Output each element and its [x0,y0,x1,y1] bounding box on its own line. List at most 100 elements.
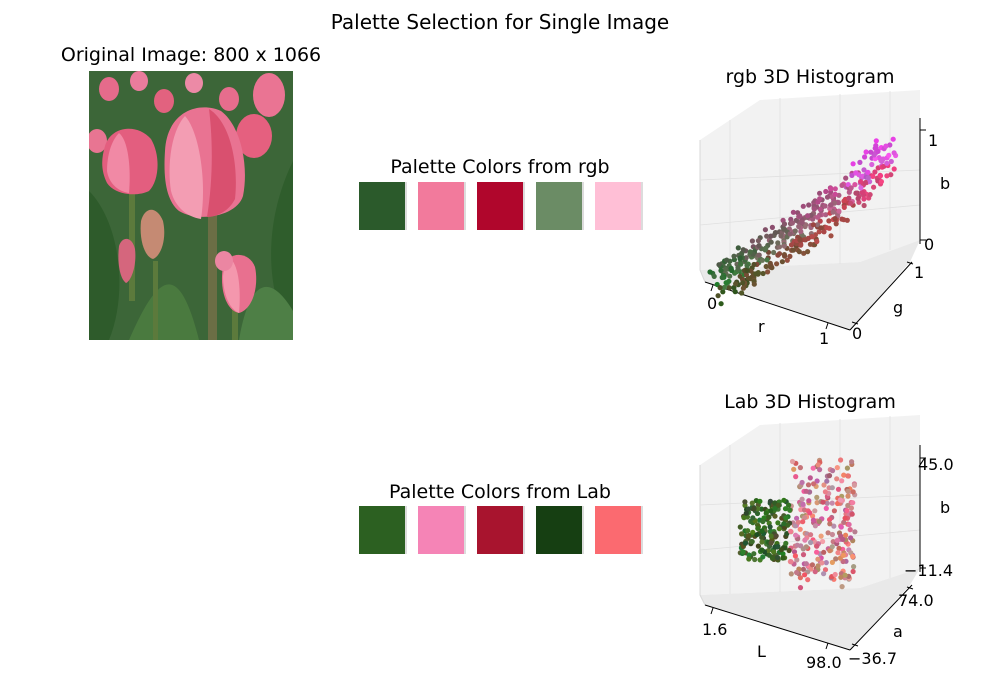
rgb-point [737,254,743,260]
rgb-point [772,230,779,236]
lab-point [844,486,850,493]
lab-point [826,490,832,497]
rgb-point [814,222,821,228]
lab-point [850,554,856,560]
lab-point [791,466,797,472]
lab-point [779,515,785,521]
rgb-point [879,163,885,169]
lab-point [785,522,791,528]
rgb-point [853,170,859,176]
rgb-palette-title: Palette Colors from rgb [390,156,610,178]
lab-point [802,537,808,543]
rgb-point [869,161,875,168]
rgb-point [881,163,887,169]
lab-point [845,541,851,547]
rgb-point [734,261,740,267]
rgb-point [717,285,723,291]
rgb-point [877,173,884,179]
lab-point [844,508,850,514]
lab-point [805,563,812,569]
rgb-point [745,275,752,281]
lab-point [775,543,781,550]
rgb-ytick-0: 0 [852,324,863,343]
rgb-point [755,270,761,276]
rgb-point [850,202,856,208]
rgb-point [872,150,879,156]
rgb-point [827,210,833,216]
lab-point [797,484,803,490]
rgb-xtick-0: 0 [707,294,718,313]
rgb-point [873,138,879,144]
lab-point [848,499,854,506]
lab-point [848,510,855,516]
rgb-point [846,195,852,201]
rgb-point [808,212,814,218]
rgb-point [872,169,878,175]
lab-point [772,544,778,550]
rgb-point [826,218,832,224]
lab-point [797,499,803,505]
rgb-point [810,210,817,216]
lab-point [742,550,749,556]
lab-point [755,524,762,530]
rgb-point [857,159,863,165]
lab-point [840,536,846,543]
lab-point [766,552,773,558]
rgb-point [779,229,785,235]
rgb-point [862,154,868,160]
rgb-point [832,186,838,192]
lab-point [772,531,778,537]
lab-point [823,499,829,505]
lab-point [791,561,797,567]
rgb-point [821,229,827,235]
lab-point [788,529,794,535]
lab-point [794,535,800,542]
lab-point [801,561,807,567]
rgb-point [723,266,729,272]
lab-point [850,489,856,495]
lab-point [773,543,779,549]
rgb-point [800,203,806,209]
rgb-point [744,277,750,283]
lab-point [846,521,852,528]
lab-point [817,459,823,465]
lab-point [766,514,772,520]
rgb-point [808,222,814,229]
rgb-point [737,256,743,262]
rgb-point [849,198,855,205]
rgb-point [797,237,803,243]
rgb-point [784,257,790,263]
rgb-point [775,240,781,246]
rgb-point [797,242,803,248]
rgb-point [827,206,833,212]
lab-swatch-2 [418,506,466,554]
rgb-point [756,252,762,258]
rgb-point [840,181,847,187]
rgb-point [812,198,818,204]
lab-point [746,556,752,562]
rgb-point [781,238,787,244]
lab-point [845,488,851,494]
rgb-point [735,267,741,273]
lab-point [768,530,774,536]
rgb-point [762,247,768,253]
lab-point [805,508,811,514]
lab-point [770,554,777,560]
rgb-point [740,285,747,291]
rgb-point [754,261,760,267]
lab-point [835,500,841,507]
lab-point [794,542,800,548]
lab-point [802,572,808,578]
rgb-point [759,257,766,263]
lab-point [834,537,840,544]
rgb-point [735,282,741,288]
rgb-point [863,174,869,180]
rgb-point [797,221,803,227]
rgb-point [773,230,779,236]
lab-point [840,546,846,553]
rgb-point [742,280,748,286]
rgb-point [836,192,842,198]
rgb-point [833,216,840,222]
lab-point [809,562,816,568]
lab-point [844,465,851,471]
